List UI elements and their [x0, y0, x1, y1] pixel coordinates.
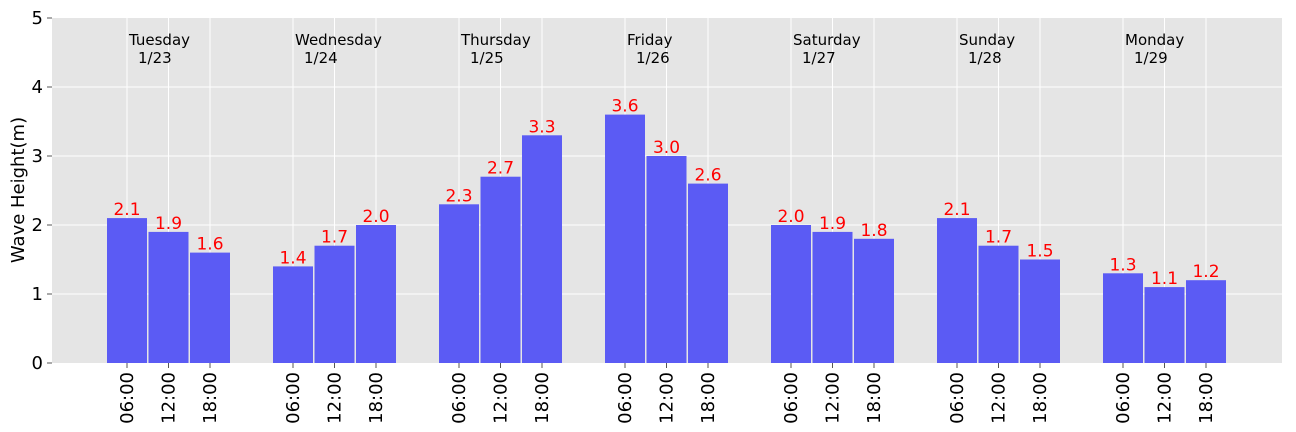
- bar-value-label: 2.3: [445, 186, 472, 206]
- day-date-label: 1/24: [304, 49, 338, 67]
- x-tick-label: 18:00: [200, 372, 221, 424]
- bar: [605, 114, 645, 363]
- bar-value-label: 1.9: [819, 214, 846, 234]
- x-tick-label: 18:00: [864, 372, 885, 424]
- x-tick-label: 18:00: [698, 372, 719, 424]
- bar: [107, 218, 147, 363]
- bar: [854, 238, 894, 363]
- x-tick-label: 18:00: [1030, 372, 1051, 424]
- bar: [1020, 259, 1060, 363]
- bar-value-label: 1.4: [279, 248, 306, 268]
- value-labels-group: 2.1 1.9 1.6 1.4 1.7 2.0 2.3 2.7 3.3 3.6 3.0 2.6 2.0 1…: [113, 97, 1219, 290]
- day-name-label: Saturday: [793, 31, 861, 49]
- bar-value-label: 1.3: [1109, 255, 1136, 275]
- bar: [646, 156, 687, 363]
- bar: [522, 135, 562, 363]
- bar-value-label: 2.0: [362, 207, 389, 227]
- bar-value-label: 1.9: [155, 214, 182, 234]
- bar-value-label: 1.7: [985, 228, 1012, 248]
- bar-value-label: 1.7: [321, 228, 348, 248]
- x-tick-label: 06:00: [449, 372, 470, 424]
- bar-value-label: 1.5: [1026, 242, 1053, 262]
- y-axis: 0 1 2 3 4 5: [32, 8, 52, 374]
- bar: [1103, 273, 1143, 363]
- y-tick-label: 4: [32, 77, 43, 98]
- bar-value-label: 2.1: [113, 200, 140, 220]
- day-date-label: 1/28: [968, 49, 1002, 67]
- bar: [812, 231, 853, 363]
- x-tick-label: 06:00: [283, 372, 304, 424]
- x-tick-label: 12:00: [1155, 372, 1176, 424]
- bar-value-label: 2.6: [694, 166, 721, 186]
- bar: [978, 245, 1019, 363]
- x-axis: 06:00 12:00 18:00 06:00 12:00 18:00 06:00 12:00…: [117, 363, 1217, 424]
- day-name-label: Wednesday: [295, 31, 382, 49]
- y-tick-label: 5: [32, 8, 43, 29]
- x-tick-label: 06:00: [947, 372, 968, 424]
- y-axis-title: Wave Height(m): [8, 117, 29, 263]
- y-tick-label: 3: [32, 146, 43, 167]
- day-date-label: 1/27: [802, 49, 836, 67]
- day-name-label: Thursday: [460, 31, 531, 49]
- x-tick-label: 18:00: [532, 372, 553, 424]
- day-date-label: 1/25: [470, 49, 504, 67]
- x-tick-label: 06:00: [615, 372, 636, 424]
- x-tick-label: 12:00: [325, 372, 346, 424]
- bar: [439, 204, 479, 363]
- y-tick-label: 2: [32, 215, 43, 236]
- x-tick-label: 12:00: [989, 372, 1010, 424]
- day-name-label: Sunday: [959, 31, 1015, 49]
- day-date-label: 1/26: [636, 49, 670, 67]
- day-name-label: Monday: [1125, 31, 1184, 49]
- y-tick-label: 0: [32, 353, 43, 374]
- bar: [1186, 280, 1226, 363]
- y-tick-label: 1: [32, 284, 43, 305]
- x-tick-label: 18:00: [1196, 372, 1217, 424]
- bar-value-label: 2.7: [487, 159, 514, 179]
- day-name-label: Friday: [627, 31, 673, 49]
- bar: [190, 252, 230, 363]
- bars-group: [107, 114, 1226, 363]
- bar: [356, 225, 396, 363]
- bar-value-label: 1.6: [196, 235, 223, 255]
- bar-value-label: 2.1: [943, 200, 970, 220]
- x-tick-label: 06:00: [781, 372, 802, 424]
- bar: [937, 218, 977, 363]
- x-tick-label: 12:00: [823, 372, 844, 424]
- bar: [688, 183, 728, 363]
- x-tick-label: 12:00: [159, 372, 180, 424]
- x-tick-label: 06:00: [1113, 372, 1134, 424]
- bar-value-label: 2.0: [777, 207, 804, 227]
- bar: [273, 266, 313, 363]
- bar-value-label: 3.6: [611, 97, 638, 117]
- day-date-label: 1/23: [138, 49, 172, 67]
- bar: [148, 231, 189, 363]
- bar: [771, 225, 811, 363]
- bar: [314, 245, 355, 363]
- bar-value-label: 1.2: [1192, 262, 1219, 282]
- bar: [1144, 287, 1185, 363]
- x-tick-label: 12:00: [491, 372, 512, 424]
- bar-value-label: 1.8: [860, 221, 887, 241]
- bar-value-label: 1.1: [1151, 269, 1178, 289]
- bar-value-label: 3.0: [653, 138, 680, 158]
- day-name-label: Tuesday: [128, 31, 190, 49]
- x-tick-label: 18:00: [366, 372, 387, 424]
- day-date-label: 1/29: [1134, 49, 1168, 67]
- bar: [480, 176, 521, 363]
- x-tick-label: 06:00: [117, 372, 138, 424]
- bar-value-label: 3.3: [528, 117, 555, 137]
- x-tick-label: 12:00: [657, 372, 678, 424]
